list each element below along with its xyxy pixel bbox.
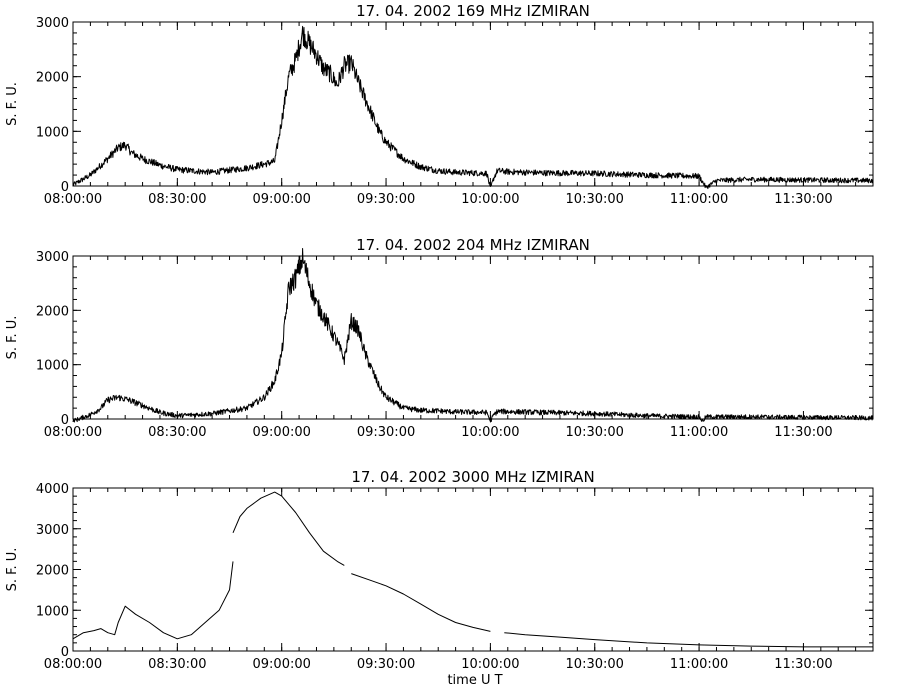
x-tick-label: 10:30:00 [566,425,624,440]
x-tick-label: 10:00:00 [461,192,519,207]
series-line [504,632,873,648]
x-tick-label: 11:00:00 [670,425,728,440]
x-tick-label: 11:30:00 [774,425,832,440]
y-axis-label: S. F. U. [5,316,20,360]
series-line [72,25,874,190]
series-line [232,491,345,566]
x-tick-label: 08:00:00 [44,657,102,672]
y-axis-label: S. F. U. [5,82,20,126]
x-tick-label: 08:30:00 [148,657,206,672]
x-tick-label: 08:00:00 [44,192,102,207]
x-tick-label: 10:30:00 [566,657,624,672]
y-tick-label: 3000 [36,523,69,538]
plot-frame [72,21,874,187]
x-axis-label: time U T [447,673,502,688]
y-tick-label: 0 [61,413,69,428]
series-line [72,248,874,423]
x-tick-label: 08:30:00 [148,425,206,440]
x-tick-label: 09:00:00 [253,192,311,207]
x-tick-label: 10:30:00 [566,192,624,207]
x-tick-label: 11:30:00 [774,657,832,672]
y-axis-label: S. F. U. [5,548,20,592]
y-tick-label: 1000 [36,125,69,140]
plot-frame [72,255,874,420]
series-line [72,561,234,640]
plot-frame [72,487,874,652]
y-tick-label: 1000 [36,604,69,619]
y-tick-label: 3000 [36,16,69,31]
y-tick-label: 0 [61,180,69,195]
y-tick-label: 3000 [36,250,69,265]
y-tick-label: 2000 [36,71,69,86]
x-tick-label: 11:00:00 [670,192,728,207]
x-tick-label: 08:30:00 [148,192,206,207]
x-tick-label: 09:30:00 [357,192,415,207]
x-tick-label: 08:00:00 [44,425,102,440]
chart-title: 17. 04. 2002 3000 MHz IZMIRAN [351,468,594,486]
chart-title: 17. 04. 2002 204 MHz IZMIRAN [356,236,590,254]
x-tick-label: 09:00:00 [253,425,311,440]
x-tick-label: 09:30:00 [357,425,415,440]
y-tick-label: 2000 [36,304,69,319]
chart-title: 17. 04. 2002 169 MHz IZMIRAN [356,2,590,20]
x-tick-label: 09:00:00 [253,657,311,672]
x-tick-label: 11:30:00 [774,192,832,207]
series-line [351,573,491,632]
panel-204mhz: 17. 04. 2002 204 MHz IZMIRAN S. F. U. 0 100… [5,236,874,440]
x-tick-label: 09:30:00 [357,657,415,672]
y-tick-label: 2000 [36,564,69,579]
x-tick-label: 10:00:00 [461,657,519,672]
y-tick-label: 4000 [36,482,69,497]
x-tick-label: 10:00:00 [461,425,519,440]
x-tick-label: 11:00:00 [670,657,728,672]
y-tick-label: 0 [61,645,69,660]
panel-3000mhz: 17. 04. 2002 3000 MHz IZMIRAN S. F. U. 0 10… [5,468,874,672]
y-tick-label: 1000 [36,359,69,374]
panel-169mhz: 17. 04. 2002 169 MHz IZMIRAN S. F. U. 0 100… [5,2,874,207]
